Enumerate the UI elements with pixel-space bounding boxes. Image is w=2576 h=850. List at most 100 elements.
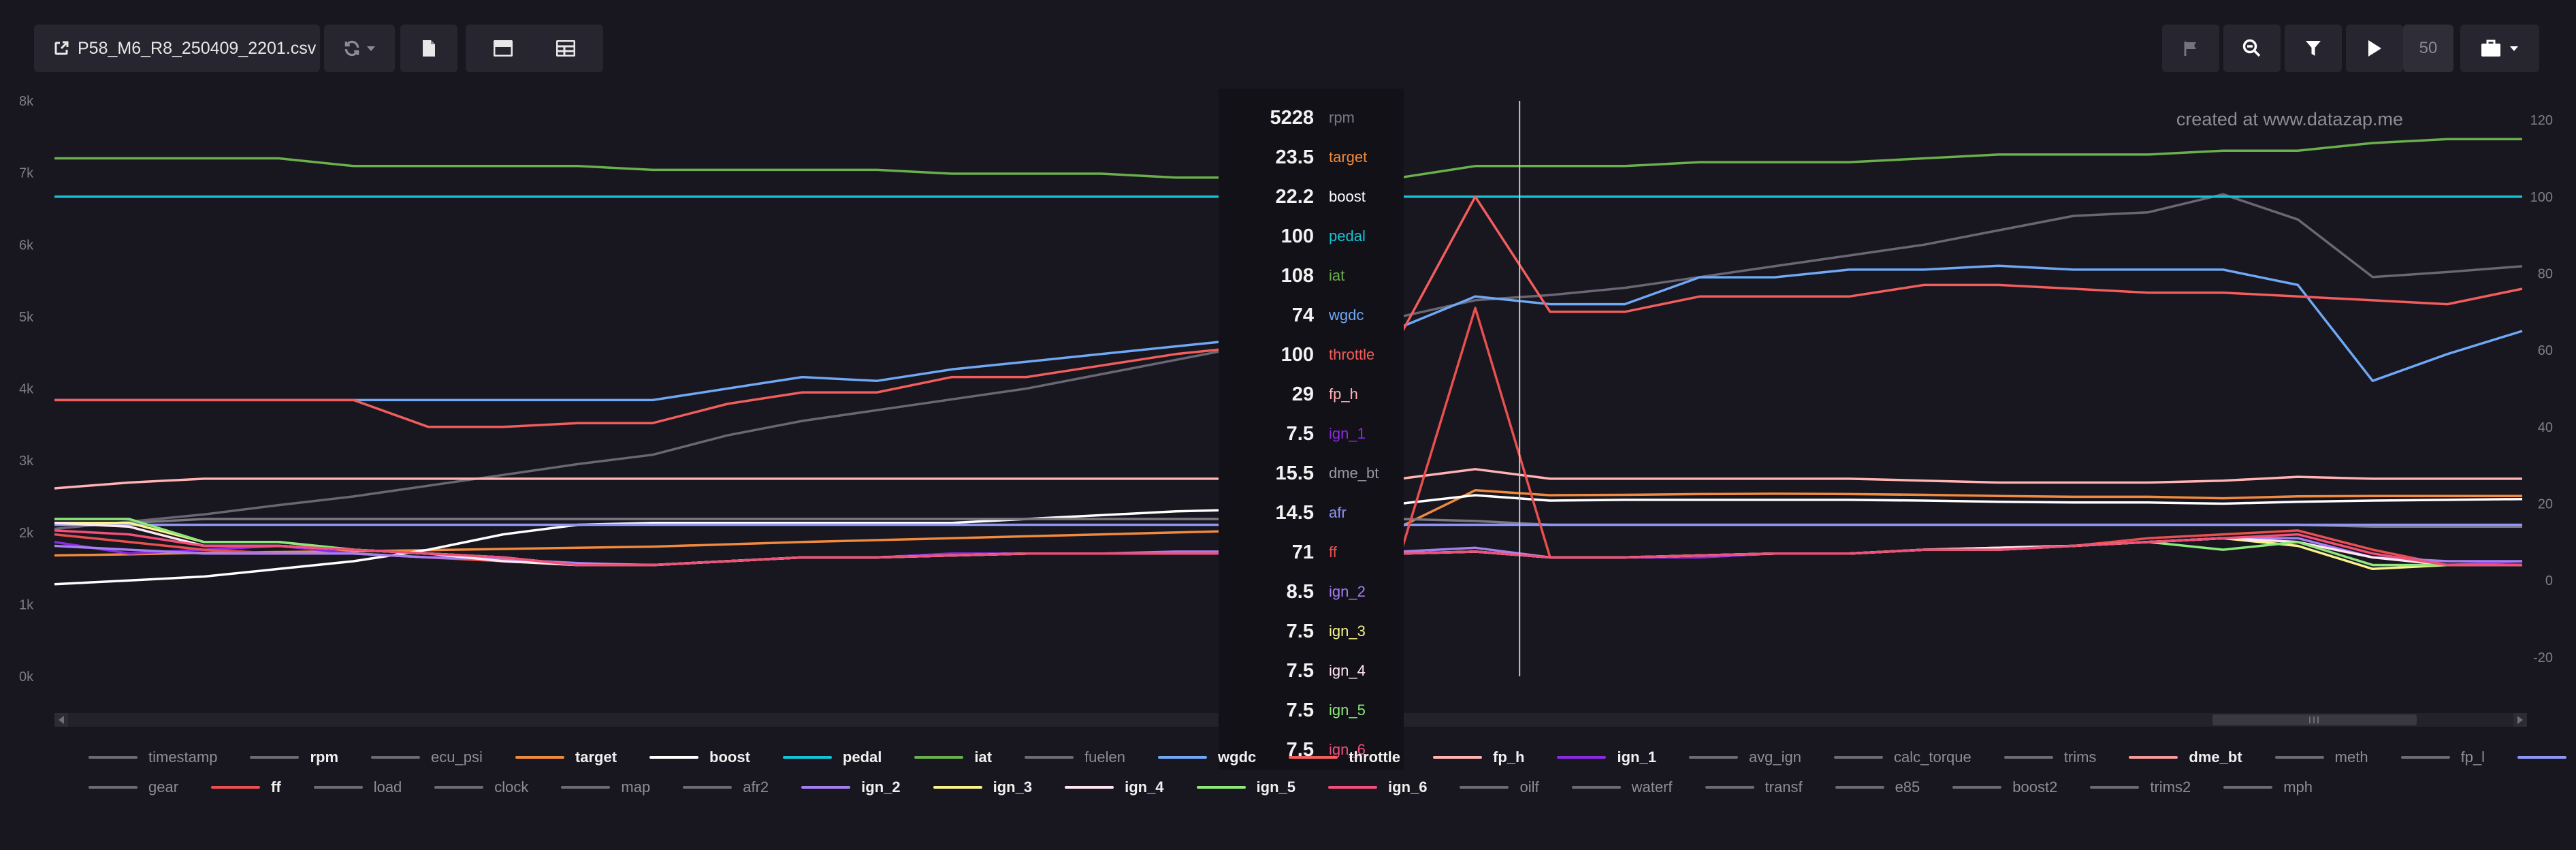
legend-item-boost2[interactable]: boost2	[1952, 778, 2057, 796]
legend-swatch	[1289, 756, 1338, 759]
legend-label: timestamp	[148, 749, 218, 766]
legend-swatch	[2090, 786, 2140, 789]
legend-item-transf[interactable]: transf	[1705, 778, 1803, 796]
readout-label: ign_3	[1329, 623, 1366, 640]
legend-label: clock	[494, 778, 529, 796]
legend-item-waterf[interactable]: waterf	[1571, 778, 1673, 796]
legend-item-ign_6[interactable]: ign_6	[1328, 778, 1427, 796]
legend-label: rpm	[310, 749, 339, 766]
left-axis-tick: 6k	[19, 238, 34, 253]
zoom-out-button[interactable]	[2223, 25, 2281, 72]
readout-row-ign_5: 7.5 ign_5	[1219, 691, 1404, 730]
right-axis-tick: -20	[2533, 650, 2553, 665]
legend-item-trims2[interactable]: trims2	[2090, 778, 2191, 796]
refresh-icon	[344, 40, 359, 57]
legend-item-meth[interactable]: meth	[2274, 749, 2368, 766]
legend-item-ff[interactable]: ff	[211, 778, 281, 796]
readout-row-iat: 108 iat	[1219, 256, 1404, 296]
file-open-button[interactable]	[400, 25, 457, 72]
legend-item-ign_3[interactable]: ign_3	[933, 778, 1032, 796]
legend-item-afr2[interactable]: afr2	[683, 778, 769, 796]
credit-text: created at www.datazap.me	[2176, 109, 2403, 129]
reload-dropdown-button[interactable]	[324, 25, 395, 72]
readout-row-afr: 14.5 afr	[1219, 493, 1404, 533]
legend-label: mph	[2283, 778, 2313, 796]
legend-item-load[interactable]: load	[313, 778, 402, 796]
readout-row-ign_4: 7.5 ign_4	[1219, 651, 1404, 691]
legend-item-clock[interactable]: clock	[434, 778, 528, 796]
legend-label: ign_4	[1125, 778, 1164, 796]
readout-label: iat	[1329, 267, 1345, 284]
right-axis-tick: 100	[2530, 190, 2553, 205]
legend-label: map	[621, 778, 651, 796]
legend-item-throttle[interactable]: throttle	[1289, 749, 1400, 766]
legend-swatch	[1688, 756, 1738, 759]
legend-item-ign_5[interactable]: ign_5	[1196, 778, 1295, 796]
legend-swatch	[2003, 756, 2053, 759]
legend-item-iat[interactable]: iat	[914, 749, 992, 766]
legend-item-ign_1[interactable]: ign_1	[1557, 749, 1656, 766]
legend-swatch	[434, 786, 484, 789]
legend-swatch	[1158, 756, 1208, 759]
legend-item-avg_ign[interactable]: avg_ign	[1688, 749, 1801, 766]
legend-item-fp_h[interactable]: fp_h	[1433, 749, 1524, 766]
legend-item-calc_torque[interactable]: calc_torque	[1834, 749, 1971, 766]
legend-label: wgdc	[1218, 749, 1257, 766]
playback-speed-input[interactable]: 50	[2403, 25, 2453, 72]
readout-label: afr	[1329, 504, 1347, 521]
filter-icon	[2306, 41, 2321, 56]
readout-row-target: 23.5 target	[1219, 138, 1404, 177]
legend-swatch	[2517, 756, 2567, 759]
legend-item-ecu_psi[interactable]: ecu_psi	[371, 749, 483, 766]
readout-label: boost	[1329, 188, 1366, 205]
legend-item-wgdc[interactable]: wgdc	[1158, 749, 1256, 766]
legend-item-gear[interactable]: gear	[88, 778, 178, 796]
legend-item-dme_bt[interactable]: dme_bt	[2129, 749, 2242, 766]
legend-item-trims[interactable]: trims	[2003, 749, 2096, 766]
legend-swatch	[801, 786, 851, 789]
readout-value: 100	[1281, 343, 1314, 366]
tools-dropdown-button[interactable]	[2460, 25, 2539, 72]
legend-item-ign_4[interactable]: ign_4	[1065, 778, 1164, 796]
filter-button[interactable]	[2285, 25, 2342, 72]
readout-row-pedal: 100 pedal	[1219, 217, 1404, 256]
readout-row-dme_bt: 15.5 dme_bt	[1219, 454, 1404, 493]
legend-item-target[interactable]: target	[515, 749, 617, 766]
legend-item-map[interactable]: map	[561, 778, 650, 796]
document-icon	[423, 40, 435, 57]
legend-swatch	[211, 786, 261, 789]
legend-label: ign_1	[1617, 749, 1656, 766]
readout-label: ff	[1329, 544, 1337, 561]
legend-item-timestamp[interactable]: timestamp	[88, 749, 217, 766]
legend-label: fp_l	[2460, 749, 2485, 766]
legend-swatch	[371, 756, 421, 759]
legend-item-pedal[interactable]: pedal	[782, 749, 882, 766]
legend-swatch	[1433, 756, 1483, 759]
legend-item-e85[interactable]: e85	[1835, 778, 1920, 796]
legend-item-rpm[interactable]: rpm	[250, 749, 338, 766]
legend-swatch	[1065, 786, 1114, 789]
legend-item-boost[interactable]: boost	[649, 749, 750, 766]
layout-split-button[interactable]	[466, 25, 541, 72]
legend-item-mph[interactable]: mph	[2223, 778, 2313, 796]
right-axis-tick: 120	[2530, 113, 2553, 128]
flag-button[interactable]	[2162, 25, 2219, 72]
readout-label: pedal	[1329, 227, 1366, 245]
legend-swatch	[1705, 786, 1754, 789]
legend-swatch	[933, 786, 982, 789]
legend-item-afr[interactable]: afr	[2517, 749, 2576, 766]
legend-label: fuelen	[1084, 749, 1126, 766]
legend-label: ign_3	[993, 778, 1033, 796]
legend-swatch	[1196, 786, 1246, 789]
readout-value: 7.5	[1286, 422, 1314, 445]
readout-row-ign_1: 7.5 ign_1	[1219, 414, 1404, 454]
legend-swatch	[1952, 786, 2002, 789]
play-button[interactable]	[2346, 25, 2403, 72]
readout-value: 108	[1281, 264, 1314, 287]
legend-item-fuelen[interactable]: fuelen	[1025, 749, 1125, 766]
legend-item-oilf[interactable]: oilf	[1460, 778, 1539, 796]
file-button[interactable]: P58_M6_R8_250409_2201.csv	[34, 25, 320, 72]
legend-item-ign_2[interactable]: ign_2	[801, 778, 901, 796]
layout-list-button[interactable]	[528, 25, 603, 72]
legend-item-fp_l[interactable]: fp_l	[2400, 749, 2485, 766]
